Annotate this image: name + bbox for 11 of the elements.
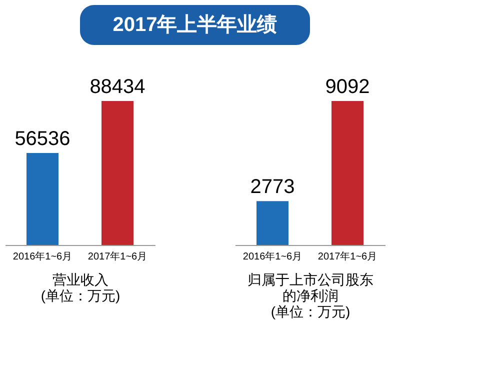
x-tick-label: 2017年1~6月	[88, 250, 148, 262]
x-tick-label: 2016年1~6月	[12, 250, 72, 262]
data-label: 88434	[90, 76, 146, 98]
x-tick-label: 2016年1~6月	[242, 250, 302, 262]
data-label: 2773	[250, 176, 295, 198]
x-axis-title: 归属于上市公司股东的净利润 (单位：万元)	[248, 272, 374, 320]
data-label: 56536	[14, 128, 70, 150]
x-axis-title: 营业收入 (单位：万元)	[40, 272, 120, 304]
data-label: 9092	[325, 76, 370, 98]
x-tick-label: 2017年1~6月	[318, 250, 378, 262]
chart-title: 2017年上半年业绩	[112, 14, 278, 36]
